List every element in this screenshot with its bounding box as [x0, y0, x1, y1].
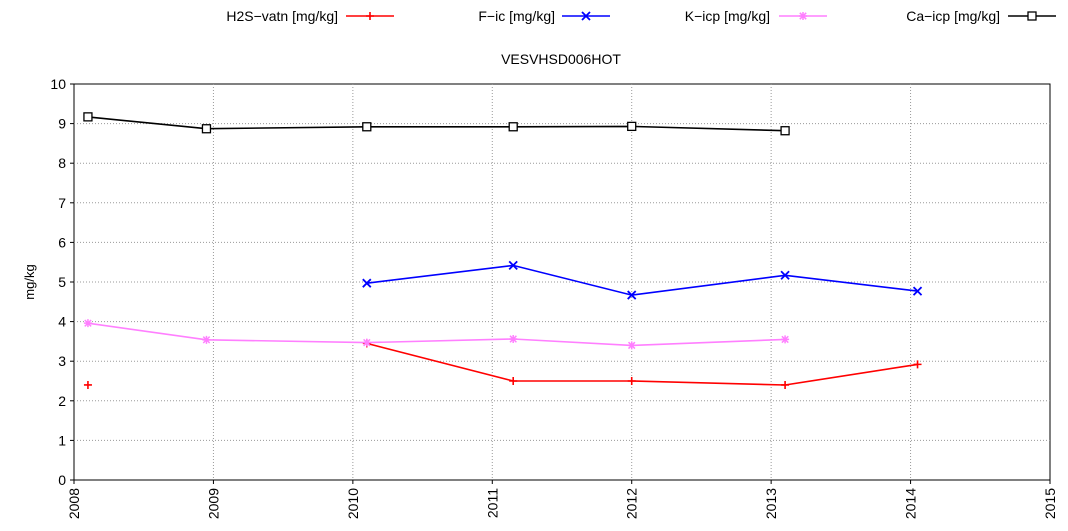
chart-title: VESVHSD006HOT	[501, 51, 621, 67]
x-marker	[581, 11, 591, 21]
plus-marker	[366, 12, 374, 20]
series-3	[83, 319, 790, 350]
square-marker	[627, 121, 637, 132]
plus-marker	[913, 360, 922, 369]
star-marker	[362, 338, 371, 347]
y-tick-label: 5	[58, 274, 66, 290]
x-tick-label: 2015	[1042, 488, 1058, 519]
series-line	[366, 342, 918, 386]
square-marker	[1027, 11, 1037, 21]
legend-label: Ca−icp [mg/kg]	[906, 8, 1000, 24]
legend-label: K−icp [mg/kg]	[685, 8, 770, 24]
star-marker	[799, 12, 807, 20]
y-tick-label: 2	[58, 393, 66, 409]
x-tick-label: 2009	[205, 488, 221, 519]
legend: H2S−vatn [mg/kg] F−ic [mg/kg] K−icp [mg/kg…	[226, 8, 1056, 24]
y-tick-label: 9	[58, 116, 66, 132]
series-4	[83, 112, 790, 136]
star-marker	[202, 335, 211, 344]
legend-label: F−ic [mg/kg]	[478, 8, 555, 24]
y-tick-label: 10	[50, 76, 66, 92]
y-tick-label: 8	[58, 155, 66, 171]
y-tick-label: 6	[58, 234, 66, 250]
plus-marker	[627, 377, 636, 385]
y-axis-label: mg/kg	[22, 264, 37, 299]
series-line	[366, 264, 918, 296]
x-tick-label: 2014	[903, 488, 919, 519]
x-marker	[362, 278, 372, 288]
legend-label: H2S−vatn [mg/kg]	[226, 8, 338, 24]
x-marker	[627, 290, 637, 300]
series-line	[87, 322, 786, 347]
y-tick-label: 4	[58, 314, 66, 330]
y-tick-label: 3	[58, 353, 66, 369]
square-marker	[362, 122, 372, 132]
square-marker	[508, 122, 518, 132]
x-tick-label: 2012	[624, 488, 640, 519]
plot-frame	[73, 83, 1051, 481]
square-marker	[201, 124, 212, 134]
series-layer	[83, 112, 923, 389]
axis-ticks: 0 1 2 3 4 5 6 7 8 9 10 2008 2009 2010 2011 2012 2013 2014…	[50, 76, 1058, 519]
series-1	[83, 339, 922, 389]
plus-marker	[509, 377, 518, 385]
y-tick-label: 7	[58, 195, 66, 211]
square-marker	[780, 126, 790, 136]
x-tick-label: 2013	[763, 488, 779, 519]
y-tick-label: 1	[58, 432, 66, 448]
plus-marker	[781, 380, 790, 389]
star-marker	[509, 335, 518, 344]
x-tick-label: 2011	[484, 488, 500, 518]
x-marker	[912, 286, 923, 296]
series-line	[87, 116, 786, 132]
star-marker	[627, 341, 636, 350]
star-marker	[781, 335, 790, 344]
x-tick-label: 2008	[66, 488, 82, 519]
plus-marker	[83, 380, 92, 389]
x-marker	[780, 270, 790, 280]
x-tick-label: 2010	[345, 488, 361, 519]
x-marker	[508, 260, 518, 271]
y-tick-label: 0	[58, 472, 66, 488]
series-2	[362, 260, 923, 300]
square-marker	[83, 112, 93, 122]
star-marker	[83, 319, 92, 328]
grid	[74, 84, 1050, 480]
